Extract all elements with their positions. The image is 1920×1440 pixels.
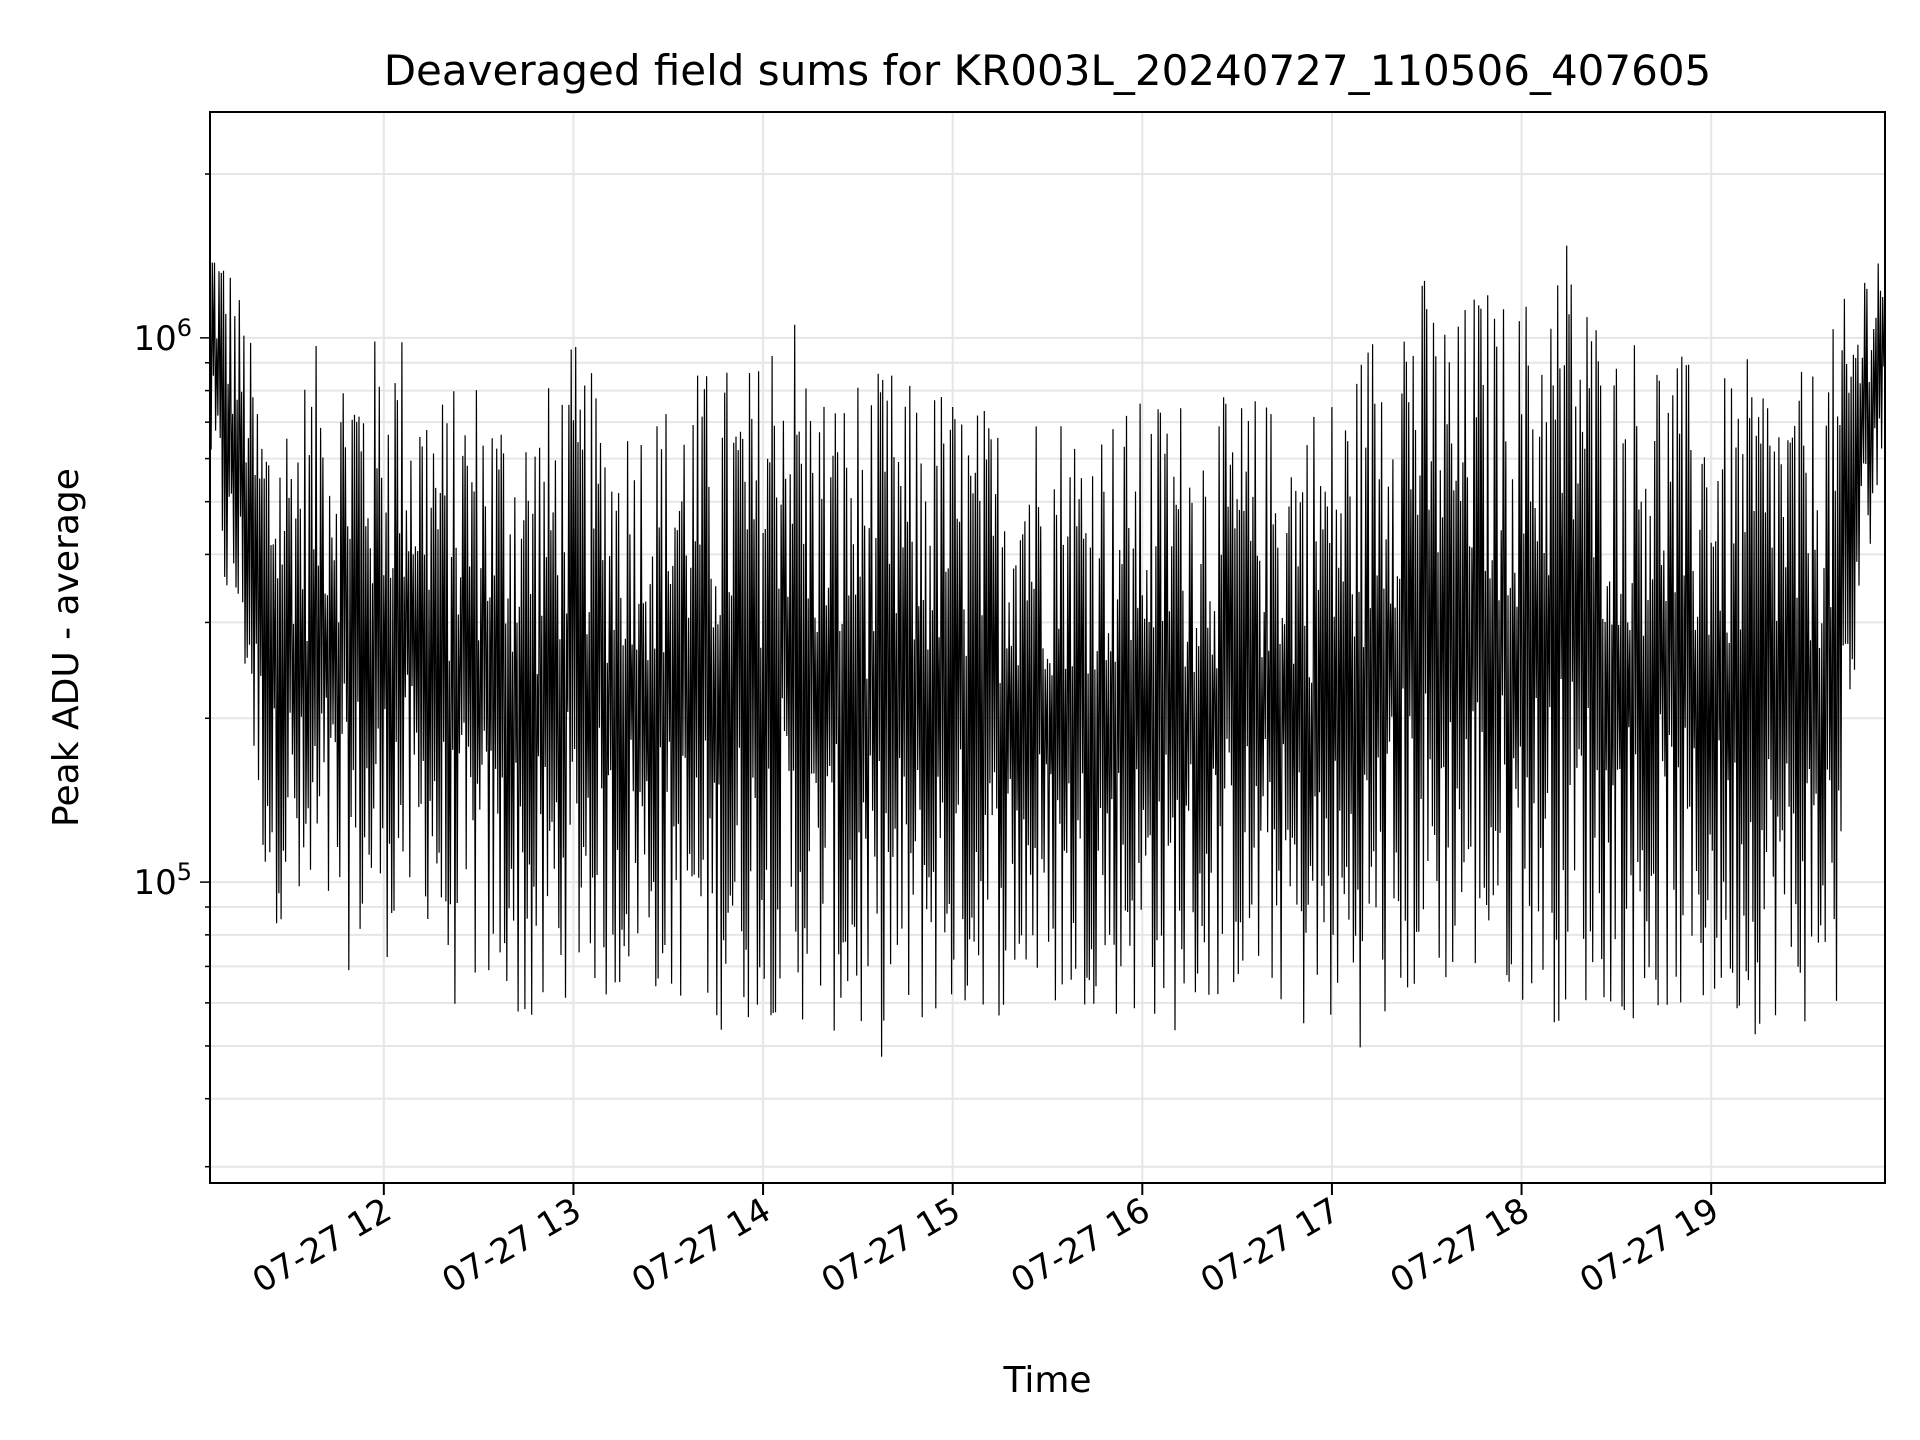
y-ticks: 105 106 [133, 173, 210, 1168]
y-tick-label: 106 [133, 314, 192, 359]
y-axis-label: Peak ADU - average [46, 468, 87, 827]
x-axis-label: Time [1002, 1360, 1091, 1401]
series-layer [209, 245, 1886, 1057]
y-tick-label: 105 [133, 858, 192, 903]
plot-frame [209, 111, 1886, 1184]
chart-title: Deaveraged field sums for KR003L_2024072… [384, 46, 1712, 95]
series-line-0 [209, 245, 1886, 1057]
